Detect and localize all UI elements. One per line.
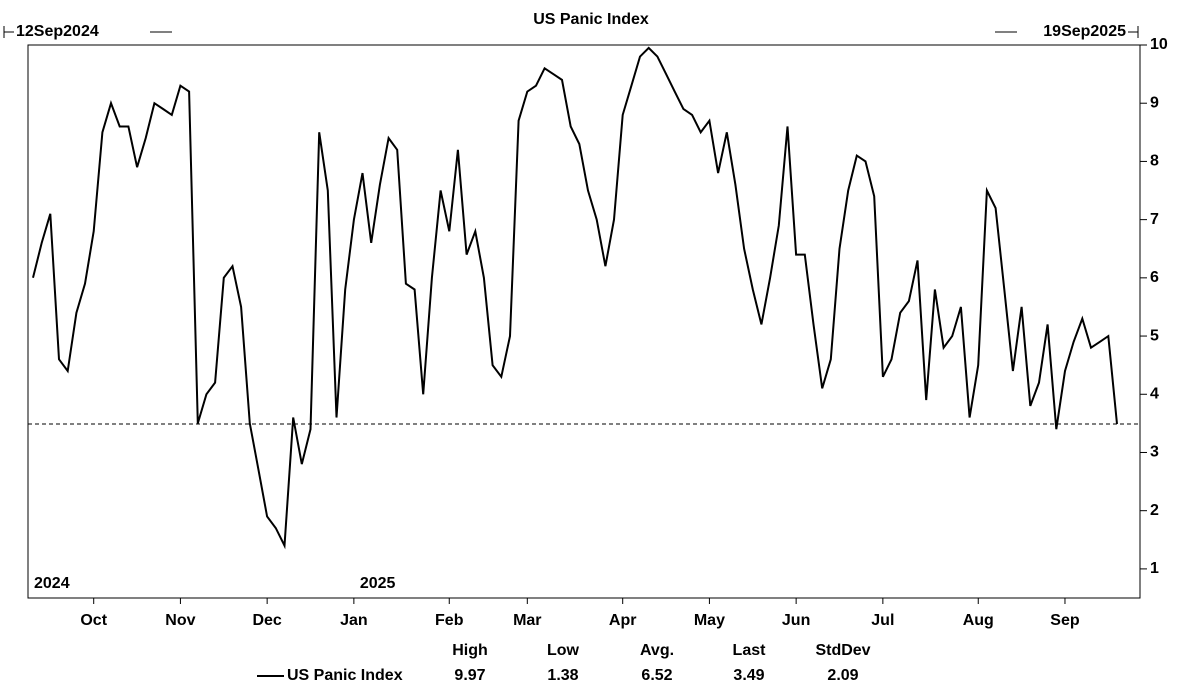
series-line <box>32 46 1118 550</box>
year-label: 2025 <box>360 575 396 592</box>
x-tick-label: Mar <box>513 612 541 629</box>
x-tick-label: Jun <box>782 612 810 629</box>
year-label: 2024 <box>34 575 70 592</box>
stats-header: High <box>452 642 488 659</box>
x-tick-label: Jan <box>340 612 368 629</box>
x-tick-label: Apr <box>609 612 637 629</box>
stats-value: 6.52 <box>641 667 672 684</box>
end-label: 19Sep2025 <box>1043 23 1126 40</box>
y-tick-label: 1 <box>1150 560 1159 577</box>
y-tick-label: 8 <box>1150 153 1159 170</box>
y-tick-label: 7 <box>1150 211 1159 228</box>
stats-value: 2.09 <box>827 667 858 684</box>
stats-header: Last <box>733 642 767 659</box>
y-tick-label: 2 <box>1150 502 1159 519</box>
chart-title: US Panic Index <box>533 11 649 28</box>
stats-header: Low <box>547 642 580 659</box>
stats-header: Avg. <box>640 642 674 659</box>
start-label: 12Sep2024 <box>16 23 99 40</box>
legend-label: US Panic Index <box>287 667 403 684</box>
x-tick-label: Feb <box>435 612 464 629</box>
y-tick-label: 4 <box>1150 385 1159 402</box>
x-tick-label: Jul <box>871 612 894 629</box>
x-tick-label: Dec <box>252 612 281 629</box>
x-tick-label: Nov <box>165 612 195 629</box>
y-tick-label: 3 <box>1150 444 1159 461</box>
x-tick-label: Oct <box>80 612 107 629</box>
stats-value: 1.38 <box>547 667 578 684</box>
y-tick-label: 10 <box>1150 36 1168 53</box>
stats-header: StdDev <box>815 642 870 659</box>
x-tick-label: Aug <box>963 612 994 629</box>
x-tick-label: May <box>694 612 725 629</box>
x-tick-label: Sep <box>1050 612 1080 629</box>
y-tick-label: 9 <box>1150 94 1159 111</box>
stats-value: 3.49 <box>733 667 764 684</box>
y-tick-label: 6 <box>1150 269 1159 286</box>
stats-value: 9.97 <box>454 667 485 684</box>
y-tick-label: 5 <box>1150 327 1159 344</box>
plot-frame <box>27 44 1141 599</box>
